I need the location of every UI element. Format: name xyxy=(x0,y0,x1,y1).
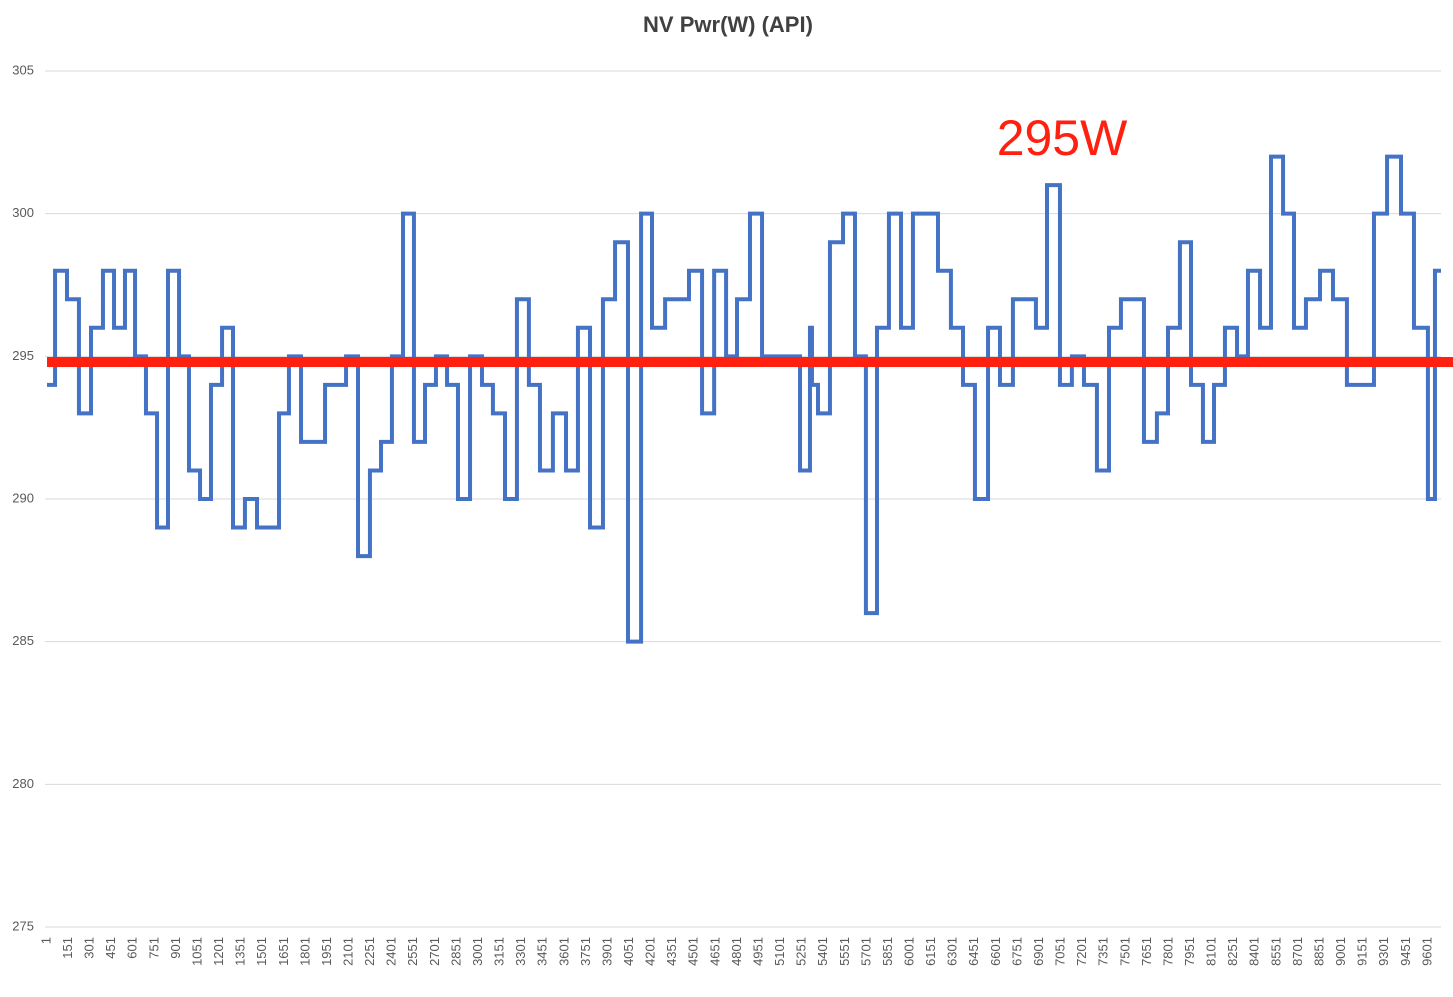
x-tick-label: 1051 xyxy=(189,937,204,966)
x-tick-label: 901 xyxy=(168,937,183,959)
x-tick-label: 3601 xyxy=(556,937,571,966)
x-tick-label: 8251 xyxy=(1225,937,1240,966)
plot-area xyxy=(47,154,1453,644)
x-tick-label: 9001 xyxy=(1333,937,1348,966)
x-tick-label: 7201 xyxy=(1074,937,1089,966)
x-tick-label: 6001 xyxy=(902,937,917,966)
x-tick-label: 2701 xyxy=(427,937,442,966)
x-tick-label: 5251 xyxy=(794,937,809,966)
y-tick-label: 295 xyxy=(12,348,34,363)
x-tick-label: 4801 xyxy=(729,937,744,966)
data-line xyxy=(47,154,1441,644)
chart-title: NV Pwr(W) (API) xyxy=(643,12,813,37)
x-tick-label: 6901 xyxy=(1031,937,1046,966)
x-tick-label: 1501 xyxy=(254,937,269,966)
x-tick-label: 5101 xyxy=(772,937,787,966)
x-tick-label: 9151 xyxy=(1355,937,1370,966)
x-tick-label: 751 xyxy=(146,937,161,959)
y-tick-label: 290 xyxy=(12,490,34,505)
x-tick-label: 3001 xyxy=(470,937,485,966)
x-tick-label: 7951 xyxy=(1182,937,1197,966)
x-tick-label: 301 xyxy=(82,937,97,959)
x-tick-label: 1351 xyxy=(233,937,248,966)
x-tick-label: 6451 xyxy=(966,937,981,966)
x-tick-label: 1651 xyxy=(276,937,291,966)
x-tick-label: 3751 xyxy=(578,937,593,966)
x-tick-label: 7051 xyxy=(1053,937,1068,966)
x-tick-label: 4201 xyxy=(643,937,658,966)
x-tick-label: 2851 xyxy=(448,937,463,966)
x-tick-label: 4351 xyxy=(664,937,679,966)
x-tick-label: 6601 xyxy=(988,937,1003,966)
x-tick-label: 9601 xyxy=(1419,937,1434,966)
x-tick-label: 7801 xyxy=(1160,937,1175,966)
x-tick-label: 7501 xyxy=(1117,937,1132,966)
x-tick-label: 6301 xyxy=(945,937,960,966)
y-tick-label: 300 xyxy=(12,205,34,220)
x-tick-label: 1951 xyxy=(319,937,334,966)
x-tick-label: 1 xyxy=(38,937,53,944)
x-tick-label: 5701 xyxy=(858,937,873,966)
x-tick-label: 6751 xyxy=(1009,937,1024,966)
x-tick-label: 8851 xyxy=(1311,937,1326,966)
x-tick-label: 151 xyxy=(60,937,75,959)
x-tick-label: 3151 xyxy=(492,937,507,966)
y-tick-label: 285 xyxy=(12,633,34,648)
x-tick-label: 601 xyxy=(125,937,140,959)
x-tick-label: 4651 xyxy=(707,937,722,966)
x-tick-label: 9301 xyxy=(1376,937,1391,966)
x-tick-label: 2101 xyxy=(341,937,356,966)
x-tick-label: 1201 xyxy=(211,937,226,966)
x-tick-label: 4051 xyxy=(621,937,636,966)
annotation: 295W xyxy=(997,110,1128,166)
x-tick-label: 2251 xyxy=(362,937,377,966)
x-tick-label: 8101 xyxy=(1204,937,1219,966)
y-tick-label: 305 xyxy=(12,62,34,77)
x-tick-label: 5851 xyxy=(880,937,895,966)
x-tick-label: 9451 xyxy=(1398,937,1413,966)
x-tick-label: 6151 xyxy=(923,937,938,966)
x-tick-label: 8551 xyxy=(1268,937,1283,966)
x-tick-label: 5401 xyxy=(815,937,830,966)
x-tick-label: 5551 xyxy=(837,937,852,966)
y-tick-label: 280 xyxy=(12,776,34,791)
x-tick-label: 4951 xyxy=(750,937,765,966)
y-tick-label: 275 xyxy=(12,918,34,933)
x-tick-label: 451 xyxy=(103,937,118,959)
x-tick-label: 3451 xyxy=(535,937,550,966)
x-tick-label: 7351 xyxy=(1096,937,1111,966)
x-tick-label: 7651 xyxy=(1139,937,1154,966)
x-tick-label: 1801 xyxy=(297,937,312,966)
x-tick-label: 3901 xyxy=(599,937,614,966)
x-tick-label: 2401 xyxy=(384,937,399,966)
x-tick-label: 8701 xyxy=(1290,937,1305,966)
x-tick-label: 8401 xyxy=(1247,937,1262,966)
x-tick-label: 3301 xyxy=(513,937,528,966)
x-tick-label: 4501 xyxy=(686,937,701,966)
x-tick-label: 2551 xyxy=(405,937,420,966)
